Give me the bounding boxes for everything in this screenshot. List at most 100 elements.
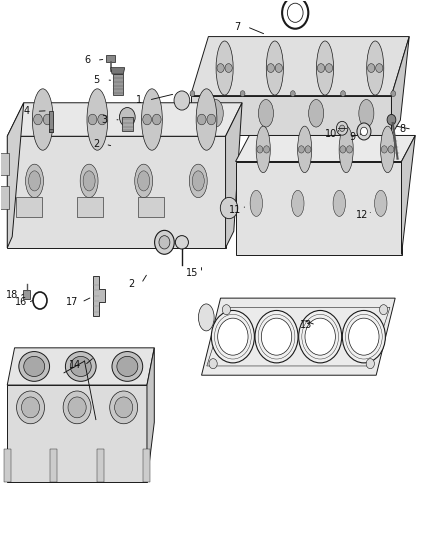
Polygon shape bbox=[147, 348, 154, 482]
Ellipse shape bbox=[110, 391, 138, 424]
Circle shape bbox=[159, 236, 170, 249]
Circle shape bbox=[155, 230, 174, 254]
Circle shape bbox=[299, 310, 342, 363]
Ellipse shape bbox=[135, 164, 152, 198]
Ellipse shape bbox=[367, 41, 384, 95]
Circle shape bbox=[218, 318, 248, 355]
Bar bbox=[49, 111, 53, 132]
Bar bbox=[138, 197, 164, 216]
Circle shape bbox=[255, 310, 298, 363]
Circle shape bbox=[217, 63, 224, 72]
Bar bbox=[0, 187, 10, 209]
Circle shape bbox=[257, 146, 263, 153]
Ellipse shape bbox=[198, 304, 214, 331]
Bar bbox=[113, 74, 123, 95]
Text: 18: 18 bbox=[6, 290, 18, 300]
Circle shape bbox=[198, 114, 206, 125]
Circle shape bbox=[366, 359, 374, 369]
Text: 17: 17 bbox=[66, 297, 78, 307]
Circle shape bbox=[367, 63, 375, 72]
Bar bbox=[4, 449, 11, 482]
Circle shape bbox=[261, 318, 292, 355]
Ellipse shape bbox=[374, 190, 387, 216]
Polygon shape bbox=[392, 37, 409, 135]
Circle shape bbox=[143, 114, 152, 125]
Circle shape bbox=[35, 295, 44, 306]
Circle shape bbox=[340, 146, 346, 153]
Text: 2: 2 bbox=[128, 279, 135, 288]
Circle shape bbox=[341, 91, 346, 96]
Ellipse shape bbox=[141, 89, 162, 150]
Polygon shape bbox=[402, 135, 415, 255]
Circle shape bbox=[318, 63, 325, 72]
Text: 11: 11 bbox=[229, 205, 241, 215]
Polygon shape bbox=[7, 136, 226, 248]
Bar bbox=[97, 449, 104, 482]
Bar bbox=[106, 55, 115, 62]
Ellipse shape bbox=[359, 100, 374, 127]
Circle shape bbox=[343, 310, 385, 363]
Polygon shape bbox=[93, 276, 106, 316]
Circle shape bbox=[207, 114, 215, 125]
Ellipse shape bbox=[333, 190, 346, 216]
Text: 9: 9 bbox=[350, 132, 356, 142]
Circle shape bbox=[349, 318, 379, 355]
Polygon shape bbox=[191, 95, 392, 135]
Circle shape bbox=[34, 114, 42, 125]
Circle shape bbox=[43, 114, 52, 125]
Circle shape bbox=[98, 114, 106, 125]
Circle shape bbox=[220, 197, 238, 219]
Polygon shape bbox=[236, 135, 415, 161]
Circle shape bbox=[391, 91, 396, 96]
Ellipse shape bbox=[189, 164, 207, 198]
Circle shape bbox=[209, 359, 217, 369]
Polygon shape bbox=[226, 103, 242, 248]
Ellipse shape bbox=[196, 89, 217, 150]
Ellipse shape bbox=[83, 171, 95, 191]
Text: 7: 7 bbox=[234, 22, 240, 32]
Text: 6: 6 bbox=[84, 55, 90, 65]
Bar bbox=[49, 129, 53, 132]
Ellipse shape bbox=[192, 171, 204, 191]
Ellipse shape bbox=[258, 100, 273, 127]
Circle shape bbox=[240, 91, 245, 96]
Circle shape bbox=[346, 146, 353, 153]
Ellipse shape bbox=[25, 164, 43, 198]
Circle shape bbox=[360, 127, 367, 136]
Ellipse shape bbox=[216, 41, 233, 95]
Polygon shape bbox=[236, 161, 402, 255]
Circle shape bbox=[298, 146, 304, 153]
Text: 1: 1 bbox=[136, 95, 142, 105]
Polygon shape bbox=[7, 348, 154, 385]
Ellipse shape bbox=[70, 357, 91, 376]
Ellipse shape bbox=[175, 236, 188, 249]
Ellipse shape bbox=[309, 100, 324, 127]
Bar bbox=[0, 153, 10, 175]
Ellipse shape bbox=[381, 126, 395, 173]
Ellipse shape bbox=[117, 357, 138, 376]
Ellipse shape bbox=[317, 41, 334, 95]
Circle shape bbox=[305, 318, 336, 355]
Ellipse shape bbox=[250, 190, 262, 216]
Circle shape bbox=[264, 146, 269, 153]
Bar bbox=[50, 449, 57, 482]
Ellipse shape bbox=[21, 397, 39, 418]
Ellipse shape bbox=[63, 391, 91, 424]
Text: 5: 5 bbox=[94, 75, 100, 85]
Circle shape bbox=[357, 123, 371, 140]
Ellipse shape bbox=[17, 391, 45, 424]
Circle shape bbox=[267, 63, 275, 72]
Ellipse shape bbox=[24, 357, 45, 376]
Circle shape bbox=[339, 125, 345, 132]
Ellipse shape bbox=[112, 352, 143, 381]
Bar bbox=[144, 449, 150, 482]
Ellipse shape bbox=[298, 126, 312, 173]
Text: 2: 2 bbox=[93, 139, 99, 149]
Bar bbox=[16, 197, 42, 216]
Polygon shape bbox=[7, 103, 24, 248]
Circle shape bbox=[88, 114, 97, 125]
Polygon shape bbox=[201, 298, 395, 375]
Ellipse shape bbox=[292, 190, 304, 216]
Text: 4: 4 bbox=[24, 106, 30, 116]
Polygon shape bbox=[7, 103, 242, 136]
